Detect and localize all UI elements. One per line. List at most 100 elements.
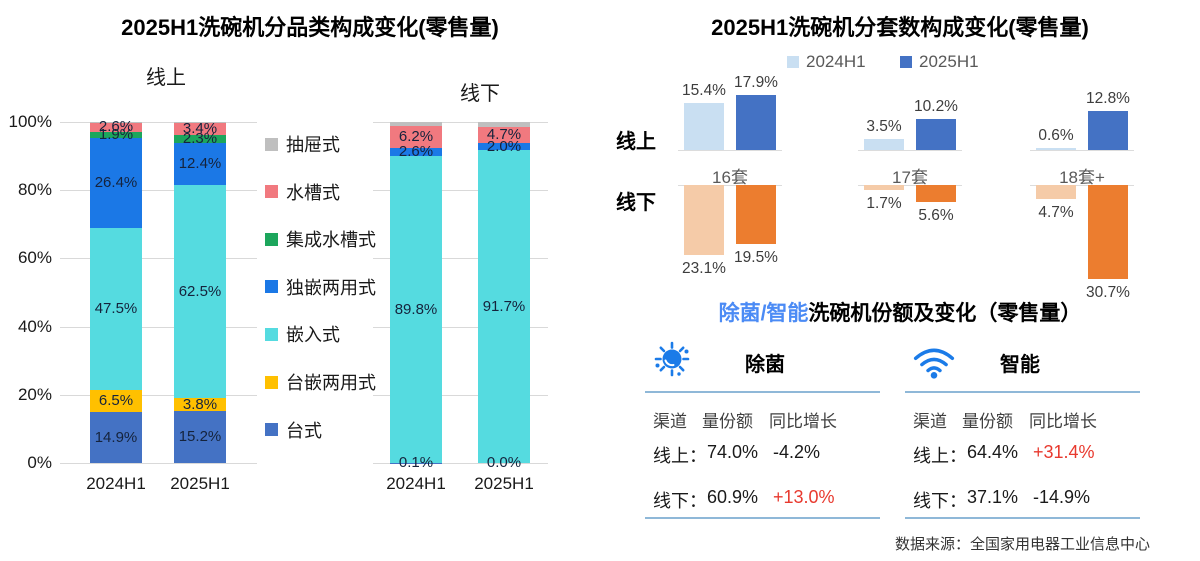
capacity-legend-item: 2024H1	[787, 52, 866, 72]
capacity-bar-2024H1	[684, 103, 724, 150]
value-label: 5.6%	[918, 207, 954, 225]
gridline	[60, 326, 257, 328]
bar-segment-水槽式	[174, 123, 226, 135]
gridline	[60, 190, 257, 192]
bar-segment-抽屉式	[478, 122, 530, 128]
table-header: 渠道 量份额 同比增长	[645, 407, 880, 431]
legend-swatch	[265, 375, 278, 389]
segment-label: 3.8%	[182, 395, 218, 413]
feature-section-title: 除菌/智能洗碗机份额及变化（零售量）	[640, 297, 1160, 327]
share-cell: 74.0%	[707, 442, 759, 462]
value-label: 30.7%	[1086, 283, 1130, 301]
segment-label: 91.7%	[482, 297, 526, 315]
legend-swatch	[265, 232, 278, 246]
segment-label: 47.5%	[94, 300, 138, 318]
value-label: 1.7%	[866, 195, 902, 213]
segment-label: 14.9%	[94, 428, 138, 446]
value-label: 0.6%	[1038, 127, 1074, 145]
col-header-share: 量份额	[702, 412, 753, 431]
segment-label: 2.6%	[398, 143, 434, 160]
segment-label: 6.2%	[398, 128, 434, 145]
share-cell: 37.1%	[967, 487, 1019, 507]
legend-swatch	[787, 56, 799, 68]
col-header-growth: 同比增长	[1029, 412, 1097, 431]
bar-segment-嵌入式	[390, 156, 442, 463]
channel-cell: 线下：	[913, 491, 967, 511]
value-label: 19.5%	[734, 249, 778, 267]
table-row: 线上： 74.0% -4.2%	[645, 442, 880, 466]
axis-baseline	[1030, 150, 1134, 151]
data-source-note: 数据来源：全国家用电器工业信息中心	[894, 536, 1150, 553]
capacity-bar-2025H1	[916, 185, 956, 203]
legend-swatch	[265, 137, 278, 151]
segment-label: 0.0%	[486, 454, 522, 471]
x-axis-label: 2025H1	[474, 474, 534, 493]
germ-icon	[652, 339, 692, 379]
segment-label: 0.1%	[398, 453, 434, 471]
x-axis-label: 2025H1	[170, 474, 230, 493]
share-cell: 64.4%	[967, 442, 1019, 462]
segment-label: 2.0%	[486, 137, 522, 155]
capacity-bar-2025H1	[736, 185, 776, 245]
legend-item: 台式	[265, 417, 322, 443]
card-name: 除菌	[745, 354, 785, 376]
legend-label: 水槽式	[286, 182, 340, 203]
y-axis-tick: 100%	[8, 112, 52, 131]
segment-label: 4.7%	[486, 126, 522, 144]
value-label: 10.2%	[914, 97, 958, 115]
bar-segment-台式	[90, 412, 142, 463]
gridline	[373, 190, 548, 192]
legend-swatch	[265, 185, 278, 199]
gridline	[60, 394, 257, 396]
capacity-bar-2025H1	[916, 118, 956, 150]
y-axis-tick: 0%	[27, 453, 52, 472]
bar-segment-台嵌两用式	[174, 398, 226, 412]
gridline	[60, 258, 257, 260]
bar-segment-独嵌两用式	[478, 143, 530, 151]
segment-label: 6.5%	[98, 392, 134, 410]
segment-label: 2.3%	[182, 129, 218, 147]
capacity-bar-2024H1	[684, 185, 724, 256]
axis-baseline	[678, 150, 782, 151]
legend-item: 台嵌两用式	[265, 369, 376, 395]
bar-segment-台式	[174, 411, 226, 463]
growth-cell: +31.4%	[1033, 442, 1095, 462]
bar-segment-抽屉式	[390, 122, 442, 127]
growth-cell: +13.0%	[773, 487, 835, 507]
bar-segment-抽屉式	[174, 122, 226, 124]
gridline	[373, 122, 548, 123]
card-bottom-divider	[905, 517, 1140, 519]
capacity-bar-2025H1	[1088, 110, 1128, 150]
legend-label: 集成水槽式	[286, 230, 376, 251]
bar-segment-水槽式	[478, 127, 530, 144]
segment-label: 3.4%	[182, 120, 218, 138]
capacity-legend-item: 2025H1	[900, 52, 979, 72]
capacity-bar-2025H1	[736, 95, 776, 150]
channel-cell: 线上：	[913, 446, 967, 466]
value-label: 17.9%	[734, 74, 778, 92]
gridline	[373, 463, 548, 464]
legend-swatch	[265, 327, 278, 341]
channel-cell: 线下：	[653, 491, 707, 511]
bar-segment-嵌入式	[90, 228, 142, 391]
segment-label: 12.4%	[178, 154, 222, 172]
capacity-bar-2024H1	[1036, 185, 1076, 200]
capacity-bar-2024H1	[1036, 148, 1076, 150]
y-axis-tick: 20%	[17, 384, 52, 404]
col-header-channel: 渠道	[653, 412, 687, 431]
bar-segment-水槽式	[90, 122, 142, 132]
axis-baseline	[678, 185, 782, 186]
col-header-share: 量份额	[962, 412, 1013, 431]
capacity-category-label: 18套+	[1059, 168, 1105, 187]
y-axis-tick: 80%	[17, 180, 52, 200]
gridline	[373, 258, 548, 260]
gridline	[60, 122, 257, 123]
table-row: 线上： 64.4% +31.4%	[905, 442, 1140, 466]
capacity-category-label: 16套	[712, 168, 748, 187]
bar-segment-水槽式	[390, 126, 442, 148]
legend-label: 2025H1	[919, 52, 979, 71]
legend-label: 独嵌两用式	[286, 277, 376, 298]
share-cell: 60.9%	[707, 487, 759, 507]
table-row: 线下： 60.9% +13.0%	[645, 487, 880, 511]
table-header: 渠道 量份额 同比增长	[905, 407, 1140, 431]
